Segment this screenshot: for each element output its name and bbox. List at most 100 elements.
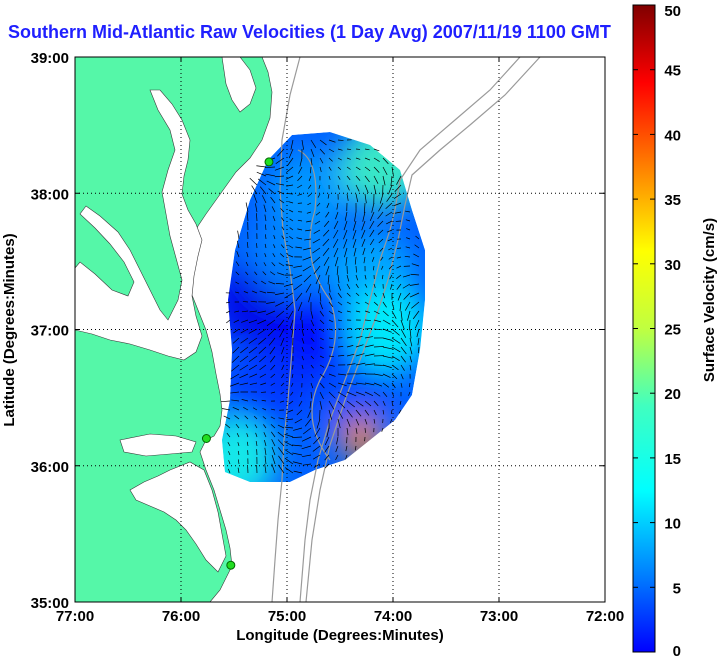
- velocity-vector: [381, 427, 384, 432]
- velocity-vector: [292, 436, 303, 438]
- velocity-vector: [328, 337, 334, 340]
- velocity-vector: [373, 175, 379, 184]
- velocity-vector: [227, 442, 231, 447]
- velocity-vector: [355, 418, 360, 426]
- velocity-vector: [361, 229, 366, 239]
- velocity-vector: [328, 355, 335, 358]
- velocity-vector: [373, 400, 379, 407]
- velocity-vector: [310, 310, 314, 319]
- velocity-vector: [310, 373, 314, 379]
- velocity-vector: [284, 449, 294, 456]
- velocity-vector: [382, 157, 389, 165]
- velocity-vector: [278, 447, 285, 456]
- velocity-vector: [276, 310, 285, 318]
- velocity-vector: [256, 165, 267, 168]
- velocity-vector: [292, 444, 303, 447]
- velocity-vector: [304, 238, 312, 241]
- velocity-vector: [361, 220, 366, 231]
- velocity-vector: [231, 364, 240, 372]
- velocity-vector: [277, 424, 285, 429]
- velocity-vector: [319, 157, 324, 164]
- velocity-vector: [232, 407, 240, 411]
- velocity-vector: [355, 292, 360, 297]
- velocity-vector: [246, 211, 249, 222]
- velocity-vector: [277, 439, 285, 447]
- velocity-vector: [346, 310, 351, 313]
- velocity-vector: [319, 346, 324, 350]
- velocity-vector: [328, 391, 336, 399]
- velocity-vector: [328, 310, 334, 315]
- velocity-vector: [294, 418, 303, 424]
- velocity-vector: [319, 364, 325, 368]
- colorbar-tick-label: 40: [664, 127, 681, 144]
- velocity-vector: [337, 274, 340, 284]
- velocity-vector: [246, 251, 249, 258]
- velocity-vector: [260, 382, 267, 386]
- velocity-vector: [277, 319, 285, 328]
- velocity-vector: [253, 280, 258, 285]
- velocity-vector: [251, 185, 258, 195]
- x-tick-label: 74:00: [374, 608, 412, 625]
- velocity-vector: [364, 310, 370, 313]
- velocity-vector: [225, 423, 231, 429]
- velocity-vector: [409, 346, 413, 355]
- velocity-vector: [346, 353, 355, 357]
- velocity-vector: [227, 468, 231, 474]
- velocity-vector: [270, 364, 276, 371]
- velocity-vector: [310, 319, 315, 327]
- velocity-vector: [235, 291, 240, 294]
- velocity-vector: [389, 274, 393, 280]
- velocity-vector: [279, 400, 285, 403]
- velocity-vector: [237, 442, 240, 447]
- velocity-vector: [298, 166, 303, 174]
- velocity-vector: [288, 148, 294, 159]
- velocity-vector: [254, 203, 258, 213]
- velocity-vector: [345, 454, 348, 460]
- velocity-vector: [237, 230, 240, 240]
- velocity-vector: [373, 319, 382, 323]
- velocity-vector: [304, 418, 312, 427]
- velocity-vector: [253, 193, 258, 204]
- x-tick-label: 73:00: [480, 608, 518, 625]
- velocity-vector: [281, 235, 285, 240]
- velocity-vector: [230, 391, 240, 394]
- contour-line: [299, 57, 521, 602]
- velocity-vector: [275, 283, 285, 285]
- velocity-vector: [373, 166, 380, 173]
- velocity-vector: [403, 292, 411, 300]
- velocity-vector: [249, 177, 258, 186]
- velocity-vector: [259, 373, 267, 378]
- velocity-vector: [337, 175, 341, 180]
- velocity-vector: [397, 292, 402, 301]
- velocity-vector: [309, 166, 312, 174]
- colorbar-tick-label: 0: [673, 643, 681, 659]
- velocity-vector: [355, 301, 360, 305]
- velocity-vector: [266, 310, 276, 316]
- velocity-vector: [333, 220, 339, 229]
- velocity-vector: [362, 247, 366, 256]
- velocity-vector: [373, 310, 380, 315]
- velocity-vector: [254, 262, 258, 267]
- velocity-vector: [318, 283, 321, 294]
- velocity-vector: [308, 292, 312, 303]
- velocity-vector: [327, 274, 330, 285]
- velocity-vector: [239, 355, 249, 363]
- velocity-vector: [278, 455, 285, 465]
- velocity-vector: [302, 265, 312, 272]
- velocity-region: [222, 416, 276, 482]
- velocity-vector: [293, 283, 303, 291]
- velocity-vector: [411, 301, 420, 309]
- velocity-vector: [279, 253, 285, 258]
- velocity-vector: [280, 208, 285, 213]
- velocity-vector: [328, 400, 335, 410]
- velocity-vector: [354, 256, 357, 265]
- velocity-vector: [240, 337, 249, 344]
- velocity-vector: [386, 229, 393, 233]
- velocity-vector: [385, 202, 393, 210]
- velocity-vector: [352, 238, 357, 249]
- colorbar-tick-label: 45: [664, 63, 681, 80]
- velocity-vector: [322, 247, 330, 256]
- velocity-vector: [409, 292, 420, 298]
- velocity-vector: [343, 238, 348, 249]
- velocity-vector: [272, 215, 276, 222]
